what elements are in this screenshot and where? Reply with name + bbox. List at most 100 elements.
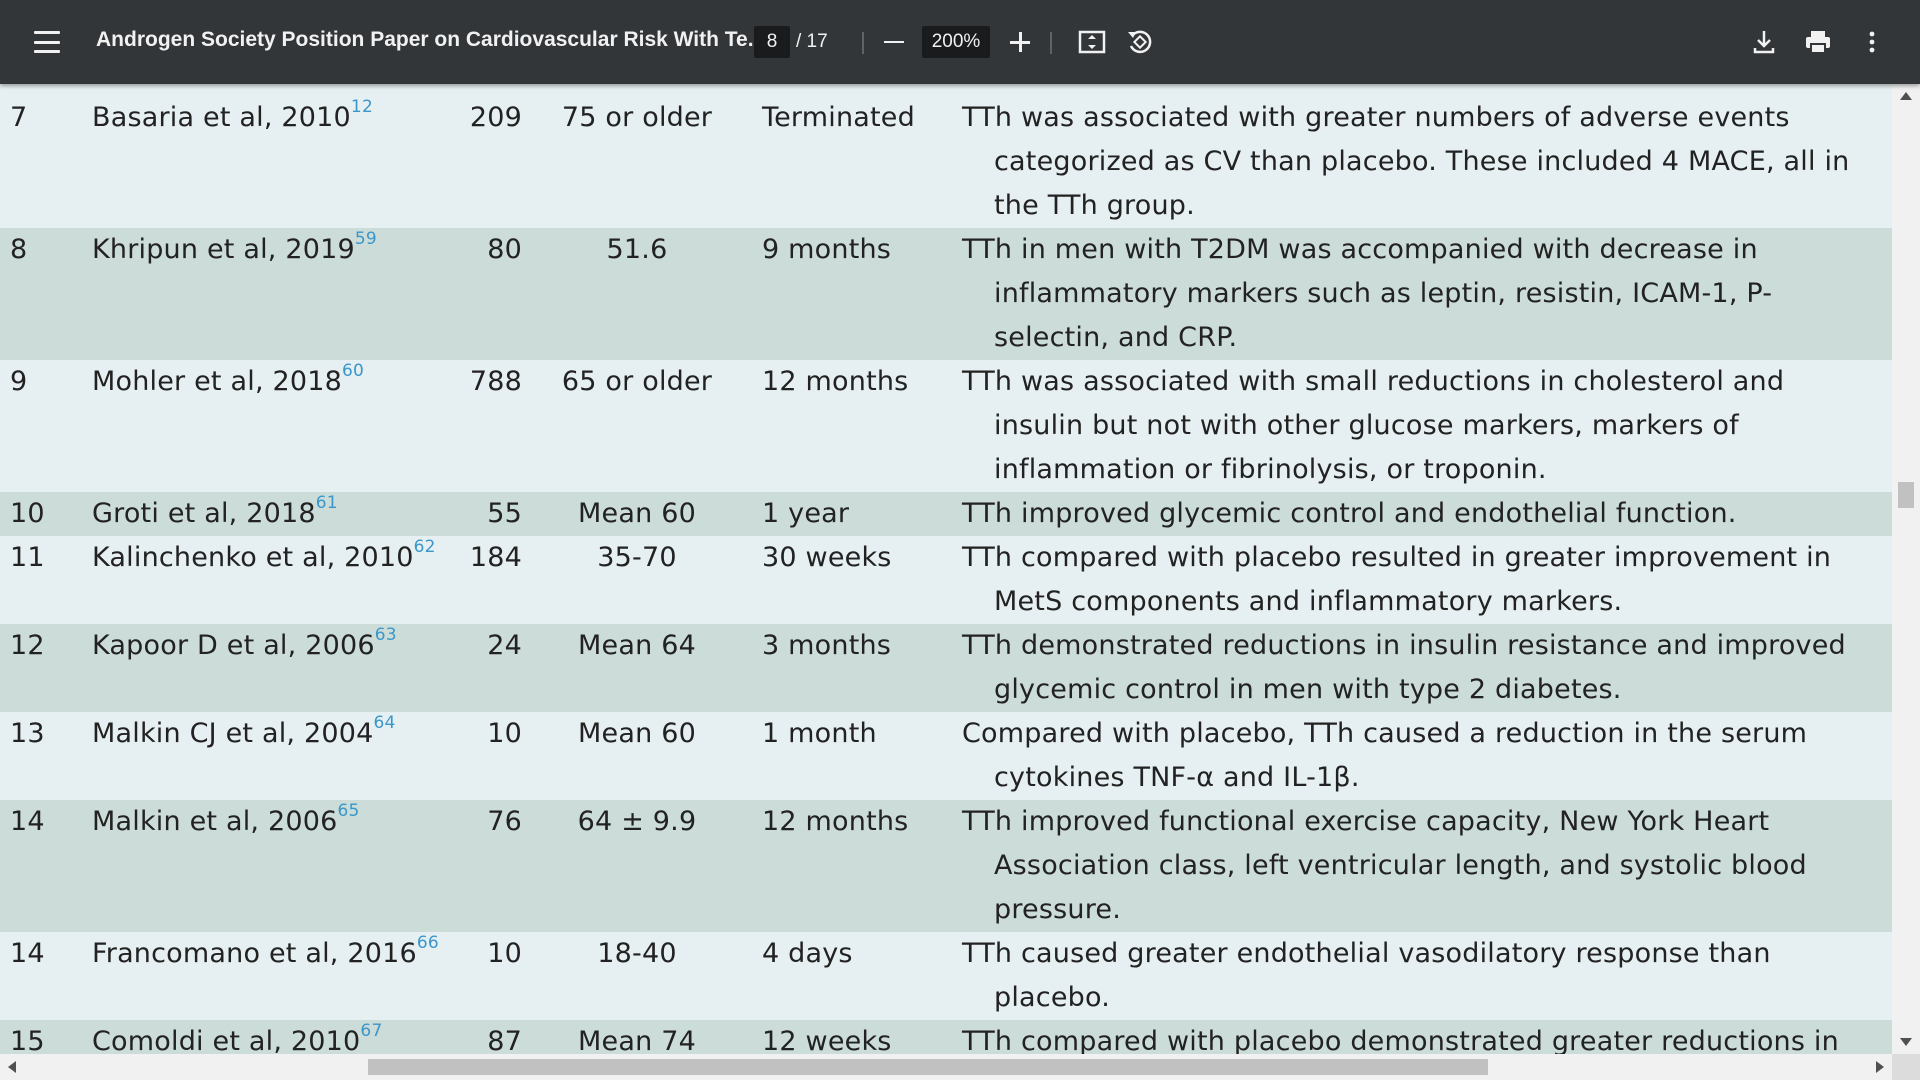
findings-cell: TTh was associated with greater numbers … [962, 102, 1850, 221]
table-row: 12 Kapoor D et al, 200663 24 Mean 64 3 month… [0, 624, 1892, 712]
table-row: 8 Khripun et al, 201959 80 51.6 9 months TTh … [0, 228, 1892, 360]
study-name: Malkin et al, 2006 [92, 806, 338, 837]
study-cell: Basaria et al, 201012 [92, 96, 442, 228]
sample-size-cell: 10 [487, 938, 522, 969]
study-name: Groti et al, 2018 [92, 498, 316, 529]
row-number: 12 [10, 630, 45, 661]
vertical-scroll-thumb[interactable] [1898, 482, 1914, 508]
age-cell: 18-40 [597, 938, 677, 969]
zoom-out-icon[interactable] [880, 28, 908, 56]
row-number: 13 [10, 718, 45, 749]
sample-size-cell: 10 [487, 718, 522, 749]
study-name: Basaria et al, 2010 [92, 102, 351, 133]
sample-size-cell: 87 [487, 1026, 522, 1054]
study-cell: Comoldi et al, 201067 [92, 1020, 442, 1055]
findings-cell: TTh in men with T2DM was accompanied wit… [962, 234, 1773, 353]
scrollbar-corner [1892, 1054, 1920, 1080]
scroll-down-icon[interactable] [1900, 1038, 1912, 1046]
reference-link[interactable]: 67 [360, 1021, 383, 1041]
scroll-left-icon[interactable] [8, 1061, 16, 1073]
age-cell: Mean 60 [578, 498, 696, 529]
sample-size-cell: 80 [487, 234, 522, 265]
table-row: 14 Francomano et al, 201666 10 18-40 4 days T… [0, 932, 1892, 1020]
row-number: 10 [10, 498, 45, 529]
findings-cell: TTh compared with placebo demonstrated g… [962, 1026, 1839, 1054]
findings-cell: TTh improved glycemic control and endoth… [962, 498, 1737, 529]
scroll-up-icon[interactable] [1900, 92, 1912, 100]
reference-link[interactable]: 12 [350, 97, 373, 117]
row-number: 8 [10, 234, 28, 265]
reference-link[interactable]: 59 [354, 229, 377, 249]
row-number: 7 [10, 102, 28, 133]
study-name: Comoldi et al, 2010 [92, 1026, 361, 1054]
age-cell: Mean 74 [578, 1026, 696, 1054]
age-cell: 35-70 [597, 542, 677, 573]
duration-cell: 1 year [762, 498, 850, 529]
previous-row-clip [0, 84, 1892, 96]
reference-link[interactable]: 63 [374, 625, 397, 645]
sample-size-cell: 209 [469, 102, 522, 133]
sample-size-cell: 184 [469, 542, 522, 573]
row-number: 14 [10, 938, 45, 969]
study-name: Mohler et al, 2018 [92, 366, 343, 397]
duration-cell: 4 days [762, 938, 853, 969]
reference-link[interactable]: 60 [342, 361, 365, 381]
scroll-right-icon[interactable] [1876, 1061, 1884, 1073]
age-cell: Mean 64 [578, 630, 696, 661]
sample-size-cell: 76 [487, 806, 522, 837]
table-row: 10 Groti et al, 201861 55 Mean 60 1 year TTh … [0, 492, 1892, 536]
findings-cell: TTh improved functional exercise capacit… [962, 806, 1807, 925]
reference-link[interactable]: 65 [337, 801, 360, 821]
age-cell: 65 or older [561, 366, 713, 397]
age-cell: Mean 60 [578, 718, 696, 749]
document-title: Androgen Society Position Paper on Cardi… [96, 28, 766, 51]
print-icon[interactable] [1800, 24, 1836, 60]
page-total: / 17 [796, 31, 828, 52]
table-row: 15 Comoldi et al, 201067 87 Mean 74 12 weeks… [0, 1020, 1892, 1054]
table-row: 11 Kalinchenko et al, 201062 184 35-70 30 we… [0, 536, 1892, 624]
duration-cell: 9 months [762, 234, 892, 265]
findings-cell: TTh was associated with small reductions… [962, 366, 1785, 485]
table-row: 13 Malkin CJ et al, 200464 10 Mean 60 1 mont… [0, 712, 1892, 800]
zoom-in-icon[interactable] [1006, 28, 1034, 56]
horizontal-scrollbar[interactable] [0, 1054, 1892, 1080]
duration-cell: 12 months [762, 366, 909, 397]
menu-icon[interactable] [30, 26, 64, 58]
findings-cell: TTh caused greater endothelial vasodilat… [962, 938, 1771, 1013]
reference-link[interactable]: 66 [416, 933, 439, 953]
download-icon[interactable] [1746, 24, 1782, 60]
duration-cell: Terminated [762, 102, 915, 133]
studies-table: 7 Basaria et al, 201012 209 75 or older Term… [0, 96, 1892, 1054]
study-name: Francomano et al, 2016 [92, 938, 417, 969]
document-viewport[interactable]: 7 Basaria et al, 201012 209 75 or older Term… [0, 84, 1892, 1054]
sample-size-cell: 55 [487, 498, 522, 529]
study-name: Khripun et al, 2019 [92, 234, 355, 265]
rotate-icon[interactable] [1122, 24, 1158, 60]
findings-cell: Compared with placebo, TTh caused a redu… [962, 718, 1808, 793]
duration-cell: 3 months [762, 630, 892, 661]
vertical-scrollbar[interactable] [1892, 84, 1920, 1054]
table-row: 9 Mohler et al, 201860 788 65 or older 12 mo… [0, 360, 1892, 492]
row-number: 11 [10, 542, 45, 573]
reference-link[interactable]: 61 [315, 493, 338, 513]
age-cell: 51.6 [606, 234, 668, 265]
duration-cell: 12 weeks [762, 1026, 892, 1054]
reference-link[interactable]: 64 [373, 713, 396, 733]
study-cell: Kapoor D et al, 200663 [92, 624, 442, 712]
study-cell: Mohler et al, 201860 [92, 360, 442, 492]
reference-link[interactable]: 62 [413, 537, 436, 557]
table-row: 7 Basaria et al, 201012 209 75 or older Term… [0, 96, 1892, 228]
study-name: Kapoor D et al, 2006 [92, 630, 375, 661]
fit-page-icon[interactable] [1074, 24, 1110, 60]
zoom-level-input[interactable]: 200% [922, 26, 990, 58]
row-number: 14 [10, 806, 45, 837]
study-cell: Francomano et al, 201666 [92, 932, 442, 1020]
horizontal-scroll-thumb[interactable] [368, 1059, 1488, 1075]
more-vert-icon[interactable] [1854, 24, 1890, 60]
study-cell: Malkin CJ et al, 200464 [92, 712, 442, 800]
duration-cell: 1 month [762, 718, 877, 749]
row-number: 15 [10, 1026, 45, 1054]
age-cell: 64 ± 9.9 [577, 806, 697, 837]
page-number-input[interactable]: 8 [754, 26, 790, 58]
pdf-toolbar: Androgen Society Position Paper on Cardi… [0, 0, 1920, 84]
